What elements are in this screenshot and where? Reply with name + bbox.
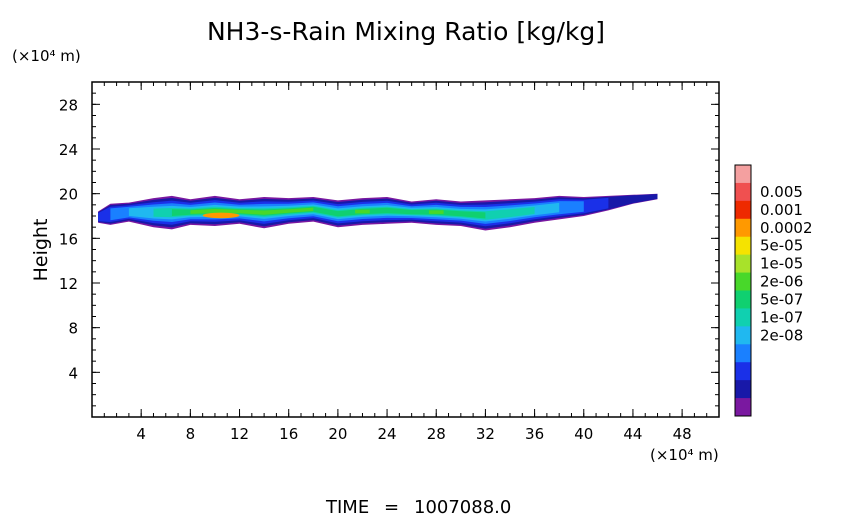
cloud-peak-core xyxy=(202,212,240,219)
colorbar-label: 5e-05 xyxy=(760,237,803,255)
colorbar-swatch xyxy=(735,218,751,238)
colorbar-swatch xyxy=(735,236,751,256)
y-axis: 4 8 12 16 20 24 28 xyxy=(59,92,719,407)
time-equals: = xyxy=(384,497,399,518)
time-label: TIME xyxy=(325,497,369,518)
colorbar-label: 5e-07 xyxy=(760,290,803,308)
x-tick-label: 20 xyxy=(328,425,347,443)
x-tick-label: 32 xyxy=(476,425,495,443)
colorbar-label: 1e-07 xyxy=(760,308,803,326)
colorbar-label: 0.0002 xyxy=(760,219,813,237)
colorbar-swatch xyxy=(735,272,751,291)
time-value: 1007088.0 xyxy=(414,497,511,518)
colorbar-swatch xyxy=(735,200,751,220)
x-tick-label: 48 xyxy=(673,425,692,443)
time-footer: TIME = 1007088.0 xyxy=(325,497,511,518)
x-tick-label: 24 xyxy=(378,425,397,443)
x-axis-unit: (×10⁴ m) xyxy=(650,446,719,464)
x-tick-label: 16 xyxy=(279,425,298,443)
cloud-layer xyxy=(98,193,658,231)
plot-frame xyxy=(91,81,720,418)
y-axis-label: Height xyxy=(30,219,52,282)
x-axis: 4 8 12 16 20 24 28 32 36 40 44 48 xyxy=(103,82,708,443)
colorbar-frame xyxy=(734,164,752,417)
colorbar-label: 0.005 xyxy=(760,183,803,201)
x-tick-label: 36 xyxy=(525,425,544,443)
x-tick-label: 28 xyxy=(427,425,446,443)
colorbar: 0.0050.0010.00025e-051e-052e-065e-071e-0… xyxy=(734,164,813,417)
y-tick-label: 12 xyxy=(59,275,78,293)
cloud-band xyxy=(355,209,370,214)
colorbar-swatch xyxy=(735,290,751,309)
chart-title: NH3-s-Rain Mixing Ratio [kg/kg] xyxy=(207,17,605,46)
colorbar-swatch xyxy=(735,326,751,345)
colorbar-label: 2e-06 xyxy=(760,273,803,291)
cloud-band xyxy=(171,206,486,219)
y-tick-label: 4 xyxy=(68,364,78,382)
x-tick-label: 12 xyxy=(230,425,249,443)
y-tick-label: 28 xyxy=(59,96,78,114)
x-tick-label: 44 xyxy=(623,425,642,443)
colorbar-swatch xyxy=(735,380,751,399)
y-axis-unit: (×10⁴ m) xyxy=(12,47,81,65)
colorbar-swatch xyxy=(735,398,751,417)
colorbar-swatch xyxy=(735,308,751,327)
colorbar-swatch xyxy=(735,254,751,274)
y-tick-label: 8 xyxy=(68,320,78,338)
colorbar-label: 0.001 xyxy=(760,201,803,219)
colorbar-swatch xyxy=(735,362,751,381)
x-tick-label: 4 xyxy=(136,425,146,443)
colorbar-swatch xyxy=(735,165,751,184)
x-tick-label: 40 xyxy=(574,425,593,443)
y-tick-label: 24 xyxy=(59,141,78,159)
y-tick-label: 20 xyxy=(59,186,78,204)
colorbar-label: 2e-08 xyxy=(760,326,803,344)
colorbar-label: 1e-05 xyxy=(760,255,803,273)
y-tick-label: 16 xyxy=(59,230,78,248)
colorbar-swatch xyxy=(735,344,751,363)
cloud-band xyxy=(428,210,444,214)
colorbar-swatch xyxy=(735,182,751,202)
x-tick-label: 8 xyxy=(186,425,196,443)
